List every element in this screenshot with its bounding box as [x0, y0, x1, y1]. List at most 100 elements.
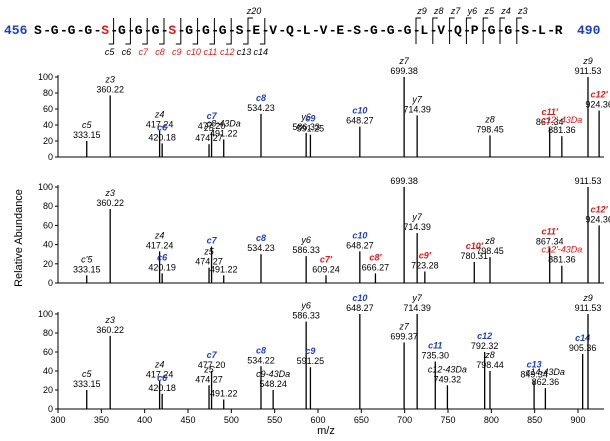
- c-ion-label: c8: [155, 47, 165, 57]
- sequence-dash: -: [60, 23, 68, 38]
- peak-ion-label: c11': [541, 226, 558, 236]
- peak-ion-label: c7': [320, 254, 333, 264]
- sequence-dash: -: [43, 23, 51, 38]
- peak-ion-label: y6: [300, 235, 311, 245]
- x-tick-label: 700: [397, 415, 412, 425]
- sequence-residue: L: [420, 23, 428, 38]
- c-ion-cleavage-mark: [142, 18, 148, 45]
- peak-ion-label: c9': [419, 250, 432, 260]
- sequence-dash: -: [77, 23, 85, 38]
- peak-ion-label: z9: [582, 56, 593, 66]
- peak-mz-label: 911.53: [575, 303, 602, 313]
- y-tick-label: 40: [43, 366, 53, 376]
- x-axis-label: m/z: [317, 425, 335, 437]
- x-tick-label: 900: [570, 415, 585, 425]
- peak-ion-label: c10: [352, 230, 367, 240]
- peak-ion-label: z7: [398, 56, 410, 66]
- sequence-residue: G: [84, 23, 92, 38]
- peak-ion-label: z8: [484, 114, 495, 124]
- sequence-dash: -: [262, 23, 270, 38]
- peak-mz-label: 648.27: [346, 303, 374, 313]
- peak-mz-label: 548.24: [259, 379, 287, 389]
- peak-mz-label: 477.20: [198, 121, 226, 131]
- y-tick-label: 100: [38, 309, 53, 319]
- peak-mz-label: 491.22: [210, 389, 238, 399]
- sequence-dash: -: [446, 23, 454, 38]
- peak-ion-label: z4: [154, 230, 165, 240]
- peak-ion-label: y7: [411, 94, 423, 104]
- peak-mz-label: 648.27: [346, 240, 374, 250]
- sequence-residue: G: [152, 23, 160, 38]
- y-tick-label: 100: [38, 72, 53, 82]
- sequence-dash: -: [480, 23, 488, 38]
- c-ion-cleavage-mark: [226, 18, 232, 45]
- peak-ion-label: z8: [484, 236, 495, 246]
- peak-mz-label: 911.53: [575, 176, 602, 186]
- peak-ion-label: c8: [256, 345, 266, 355]
- sequence-dash: -: [278, 23, 286, 38]
- c-ion-label: c14: [254, 47, 269, 57]
- x-tick-label: 450: [180, 415, 195, 425]
- peak-mz-label: 491.22: [210, 128, 238, 138]
- peak-ion-label: c10: [352, 106, 367, 116]
- z-ion-cleavage-mark: [247, 17, 253, 44]
- peak-ion-label: c8: [256, 93, 266, 103]
- c-ion-cleavage-mark: [125, 18, 131, 45]
- c-ion-label: c12: [220, 47, 235, 57]
- peak-mz-label: 474.27: [195, 133, 223, 143]
- peak-mz-label: 792.32: [471, 341, 499, 351]
- sequence-residue: G: [51, 23, 59, 38]
- peak-ion-label: z9: [582, 293, 593, 303]
- peak-ion-label: c12': [591, 90, 609, 100]
- sequence-residue: L: [538, 23, 546, 38]
- z-ion-cleavage-mark: [499, 17, 505, 44]
- y-tick-label: 60: [43, 104, 53, 114]
- peak-mz-label: 699.37: [390, 332, 418, 342]
- y-tick-label: 20: [43, 259, 53, 269]
- sequence-dash: -: [362, 23, 370, 38]
- peak-ion-label: y7: [411, 293, 423, 303]
- peak-ion-label: c7: [207, 236, 218, 246]
- peak-mz-label: 333.15: [73, 264, 101, 274]
- sequence-dash: -: [547, 23, 555, 38]
- peak-mz-label: 586.33: [292, 245, 320, 255]
- peak-mz-label: 648.27: [346, 116, 374, 126]
- peak-mz-label: 911.53: [575, 66, 602, 76]
- peak-ion-label: c6: [157, 122, 168, 132]
- sequence-dash: -: [396, 23, 404, 38]
- peak-mz-label: 420.19: [148, 262, 176, 272]
- y-tick-label: 80: [43, 88, 53, 98]
- peak-mz-label: 798.45: [476, 246, 504, 256]
- y-tick-label: 100: [38, 182, 53, 192]
- sequence-residue: G: [202, 23, 210, 38]
- sequence-dash: -: [228, 23, 236, 38]
- peak-mz-label: 474.27: [195, 257, 223, 267]
- peak-ion-label: c10: [352, 293, 367, 303]
- c-ion-label: c5: [105, 47, 116, 57]
- peak-ion-label: c9-43Da: [256, 369, 290, 379]
- peak-ion-label: z7: [398, 322, 410, 332]
- peak-ion-label: c12'-43Da: [541, 115, 582, 125]
- sequence-residue: G: [118, 23, 126, 38]
- sequence-dash: -: [178, 23, 186, 38]
- peak-mz-label: 491.22: [210, 264, 238, 274]
- c-ion-cleavage-mark: [108, 18, 115, 45]
- peak-ion-label: c11: [428, 341, 442, 351]
- y-tick-label: 60: [43, 347, 53, 357]
- sequence-dash: -: [211, 23, 219, 38]
- peak-ion-label: z5: [203, 123, 215, 133]
- peak-ion-label: c7: [207, 111, 218, 121]
- y-tick-label: 0: [48, 152, 53, 162]
- peak-ion-label: c11': [541, 107, 558, 117]
- sequence-dash: -: [312, 23, 320, 38]
- peak-mz-label: 360.22: [96, 198, 124, 208]
- sequence-dash: -: [413, 23, 421, 38]
- peak-ion-label: y6: [300, 301, 311, 311]
- z-ion-cleavage-mark: [432, 17, 438, 44]
- peak-mz-label: 924.36: [585, 100, 610, 110]
- z-ion-label: z3: [517, 6, 528, 16]
- peak-ion-label: c14-43Da: [526, 367, 565, 377]
- peak-mz-label: 591.25: [297, 124, 325, 134]
- x-tick-label: 500: [224, 415, 239, 425]
- peak-mz-label: 749.32: [434, 374, 462, 384]
